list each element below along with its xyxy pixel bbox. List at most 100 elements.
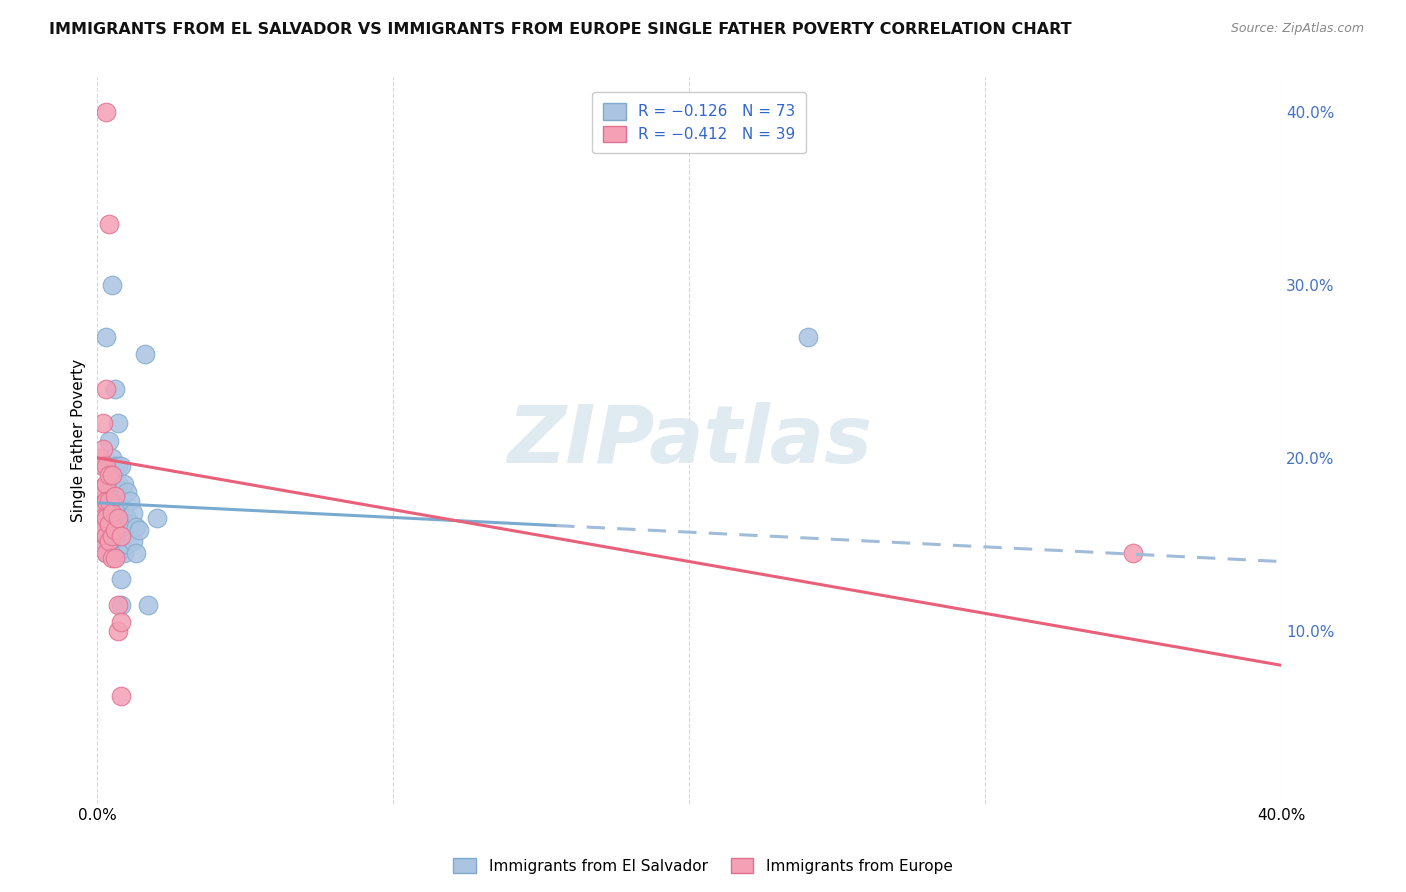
Point (96, 528, 118, 542)
Point (104, 528, 127, 542)
Point (101, 468, 124, 483)
Point (110, 528, 132, 542)
Point (96, 105, 118, 120)
Point (89, 450, 111, 465)
Point (96, 489, 118, 503)
Point (98, 459, 121, 474)
Point (96, 476, 118, 491)
Point (1122, 546, 1144, 560)
Point (104, 494, 127, 508)
Point (89, 524, 111, 538)
Point (91, 416, 114, 430)
Point (112, 476, 135, 491)
Point (107, 624, 129, 638)
Point (91, 500, 114, 514)
Point (112, 546, 135, 560)
Point (98, 472, 121, 486)
Point (96, 511, 118, 525)
Point (110, 459, 132, 474)
Point (115, 537, 138, 551)
Point (104, 524, 127, 538)
Point (110, 541, 132, 555)
Point (96, 382, 118, 396)
Point (107, 528, 129, 542)
Point (98, 511, 121, 525)
Point (98, 533, 121, 548)
Point (122, 506, 145, 520)
Point (110, 489, 132, 503)
Point (96, 520, 118, 534)
Point (110, 572, 132, 586)
Point (98, 468, 121, 483)
Point (145, 511, 167, 525)
Point (101, 494, 124, 508)
Point (96, 494, 118, 508)
Point (125, 520, 148, 534)
Point (98, 516, 121, 531)
Point (96, 511, 118, 525)
Point (96, 330, 118, 344)
Point (98, 520, 121, 534)
Point (101, 528, 124, 542)
Point (118, 494, 141, 508)
Point (89, 506, 111, 520)
Point (89, 537, 111, 551)
Point (104, 489, 127, 503)
Point (91, 524, 114, 538)
Point (91, 459, 114, 474)
Point (89, 516, 111, 531)
Point (101, 468, 124, 483)
Point (122, 533, 145, 548)
Legend: Immigrants from El Salvador, Immigrants from Europe: Immigrants from El Salvador, Immigrants … (447, 852, 959, 880)
Point (101, 520, 124, 534)
Point (134, 347, 156, 361)
Point (104, 459, 127, 474)
Point (91, 516, 114, 531)
Text: IMMIGRANTS FROM EL SALVADOR VS IMMIGRANTS FROM EUROPE SINGLE FATHER POVERTY CORR: IMMIGRANTS FROM EL SALVADOR VS IMMIGRANT… (49, 22, 1071, 37)
Point (91, 442, 114, 457)
Point (112, 524, 135, 538)
Point (797, 330, 820, 344)
Point (101, 528, 124, 542)
Point (118, 516, 141, 531)
Point (101, 551, 124, 566)
Point (101, 541, 124, 555)
Point (115, 511, 138, 525)
Point (125, 546, 148, 560)
Point (101, 506, 124, 520)
Point (110, 690, 132, 704)
Point (107, 598, 129, 612)
Point (91, 482, 114, 496)
Point (101, 450, 124, 465)
Legend: R = −0.126   N = 73, R = −0.412   N = 39: R = −0.126 N = 73, R = −0.412 N = 39 (592, 93, 806, 153)
Point (128, 524, 150, 538)
Point (96, 537, 118, 551)
Point (98, 528, 121, 542)
Point (110, 598, 132, 612)
Point (91, 511, 114, 525)
Point (91, 541, 114, 555)
Point (107, 459, 129, 474)
Point (91, 541, 114, 555)
Point (89, 500, 111, 514)
Point (96, 546, 118, 560)
Point (136, 598, 159, 612)
Point (112, 502, 135, 516)
Point (96, 528, 118, 542)
Text: Source: ZipAtlas.com: Source: ZipAtlas.com (1230, 22, 1364, 36)
Point (115, 485, 138, 500)
Point (104, 506, 127, 520)
Point (91, 500, 114, 514)
Y-axis label: Single Father Poverty: Single Father Poverty (72, 359, 86, 522)
Point (96, 459, 118, 474)
Point (104, 476, 127, 491)
Point (107, 511, 129, 525)
Point (98, 218, 121, 232)
Point (91, 524, 114, 538)
Point (107, 494, 129, 508)
Point (98, 500, 121, 514)
Point (107, 476, 129, 491)
Point (101, 506, 124, 520)
Point (107, 546, 129, 560)
Point (98, 541, 121, 555)
